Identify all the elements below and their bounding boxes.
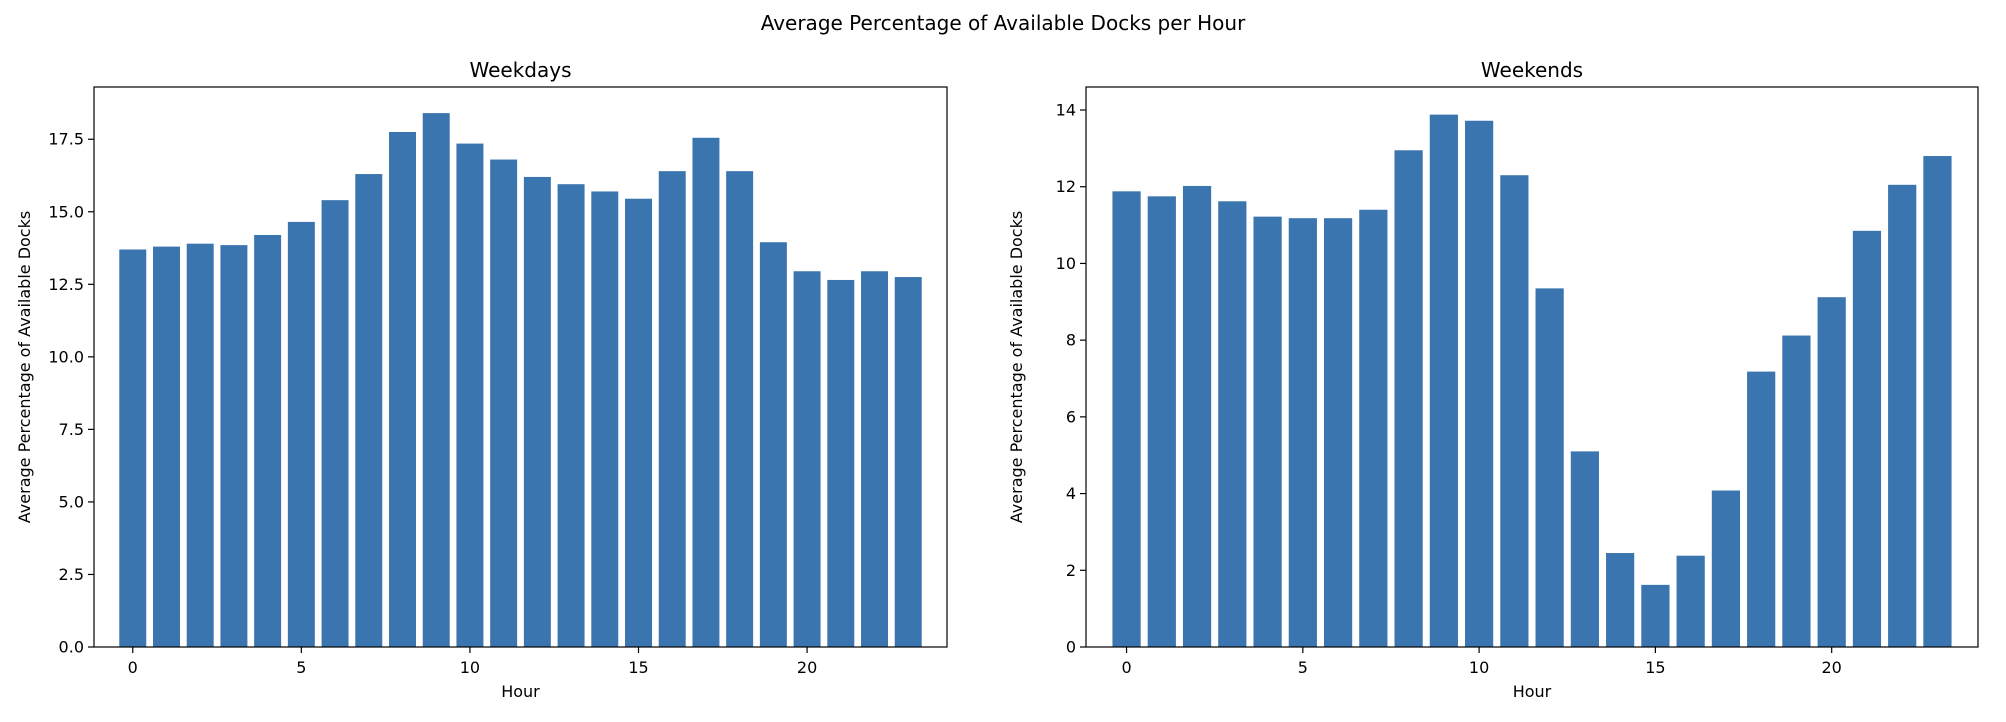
weekdays-bar-hour-17 — [692, 137, 720, 647]
weekends-bar-hour-15 — [1641, 584, 1670, 647]
figure-suptitle: Average Percentage of Available Docks pe… — [761, 11, 1246, 35]
weekends-bar-hour-5 — [1288, 218, 1317, 647]
weekdays-bar-hour-15 — [625, 198, 652, 647]
weekends-bar-hour-11 — [1500, 175, 1529, 647]
weekends-bar-hour-12 — [1535, 288, 1564, 647]
weekends-ytick-label: 2 — [1066, 561, 1076, 580]
weekends-title: Weekends — [1481, 58, 1583, 82]
weekends-xtick-label: 0 — [1121, 658, 1131, 677]
weekends-yaxis-label: Average Percentage of Available Docks — [1007, 211, 1026, 523]
weekends-bar-hour-10 — [1465, 120, 1494, 647]
weekdays-panel: 0 5 10 15 20 0.0 2.5 5.0 7.5 10.0 12.5 15.0 17.5 Week… — [15, 58, 948, 701]
weekends-ytick-label: 4 — [1066, 484, 1076, 503]
weekends-bar-hour-2 — [1182, 185, 1212, 647]
weekdays-bar-hour-16 — [658, 171, 686, 647]
weekdays-bar-hour-14 — [591, 191, 619, 647]
weekdays-xtick-label: 10 — [460, 658, 480, 677]
weekdays-ytick-label: 17.5 — [48, 130, 84, 149]
weekdays-bar-hour-3 — [220, 245, 248, 647]
weekends-xtick-label: 20 — [1822, 658, 1842, 677]
weekdays-bar-hour-19 — [759, 242, 787, 648]
weekdays-axes-frame — [93, 86, 948, 648]
weekends-bar-hour-9 — [1429, 114, 1458, 648]
weekdays-bar-hour-12 — [523, 176, 551, 647]
weekends-bar-hour-14 — [1606, 553, 1635, 647]
weekends-axes-frame — [1085, 86, 1979, 648]
weekends-bar-hour-3 — [1218, 201, 1247, 648]
weekdays-bar-hour-9 — [422, 113, 450, 648]
weekdays-xtick-label: 15 — [628, 658, 648, 677]
weekdays-ytick-label: 12.5 — [48, 275, 84, 294]
weekdays-bar-hour-4 — [254, 234, 282, 648]
weekends-bar-hour-21 — [1852, 230, 1882, 647]
weekends-bar-hour-8 — [1394, 150, 1423, 648]
weekdays-bar-hour-5 — [287, 221, 315, 648]
weekends-bar-hour-22 — [1888, 184, 1917, 647]
weekends-ytick-label: 6 — [1066, 407, 1076, 426]
weekends-xtick-label: 5 — [1298, 658, 1308, 677]
weekdays-bar-hour-20 — [793, 271, 821, 647]
weekends-ytick-label: 0 — [1066, 638, 1076, 657]
weekends-bar-hour-20 — [1817, 297, 1846, 647]
weekends-bar-hour-4 — [1253, 216, 1282, 647]
weekends-bar-hour-13 — [1570, 451, 1599, 647]
weekdays-ytick-label: 10.0 — [48, 347, 84, 366]
weekends-ytick-label: 8 — [1066, 331, 1076, 350]
weekdays-ytick-label: 2.5 — [59, 565, 84, 584]
weekdays-bar-hour-13 — [557, 184, 585, 647]
weekdays-bar-hour-7 — [355, 174, 383, 648]
weekdays-bar-hour-22 — [861, 271, 888, 647]
weekends-bar-hour-6 — [1323, 218, 1353, 647]
weekdays-bar-hour-6 — [321, 200, 349, 647]
weekends-bar-hour-1 — [1147, 196, 1176, 647]
weekdays-ytick-label: 5.0 — [59, 492, 84, 511]
weekends-bar-hour-19 — [1782, 335, 1811, 647]
weekends-ytick-label: 14 — [1056, 101, 1076, 120]
weekdays-bar-hour-11 — [490, 159, 518, 648]
weekdays-bar-hour-18 — [726, 171, 754, 647]
weekdays-bar-hour-2 — [186, 243, 214, 647]
weekends-panel: 0 5 10 15 20 0 2 4 6 8 10 12 14 Weekends Hour Average P… — [1007, 58, 1979, 701]
weekdays-xaxis-label: Hour — [501, 682, 540, 701]
weekends-bar-hour-16 — [1676, 555, 1705, 647]
weekends-bar-hour-7 — [1359, 209, 1388, 648]
weekends-bar-hour-17 — [1711, 490, 1741, 647]
weekdays-ytick-label: 7.5 — [59, 420, 84, 439]
weekdays-bar-hour-1 — [153, 246, 180, 647]
weekdays-xtick-label: 5 — [296, 658, 306, 677]
weekdays-ytick-label: 15.0 — [48, 202, 84, 221]
weekdays-bar-hour-10 — [456, 143, 484, 647]
weekends-xaxis-label: Hour — [1513, 682, 1552, 701]
weekdays-xtick-label: 0 — [128, 658, 138, 677]
weekends-xtick-label: 10 — [1469, 658, 1489, 677]
weekdays-bar-hour-21 — [827, 279, 855, 647]
weekends-ytick-label: 10 — [1056, 254, 1076, 273]
weekends-bar-hour-18 — [1747, 371, 1776, 647]
weekends-ytick-label: 12 — [1056, 177, 1076, 196]
weekdays-bar-hour-23 — [894, 277, 922, 647]
weekends-xtick-label: 15 — [1645, 658, 1665, 677]
weekdays-title: Weekdays — [469, 58, 571, 82]
weekends-bar-hour-0 — [1112, 191, 1141, 647]
weekends-bar-hour-23 — [1923, 156, 1952, 648]
weekdays-ytick-label: 0.0 — [59, 638, 84, 657]
weekdays-xtick-label: 20 — [797, 658, 817, 677]
weekdays-bar-hour-8 — [389, 131, 416, 648]
weekdays-bar-hour-0 — [119, 249, 147, 648]
weekdays-yaxis-label: Average Percentage of Available Docks — [15, 211, 34, 523]
